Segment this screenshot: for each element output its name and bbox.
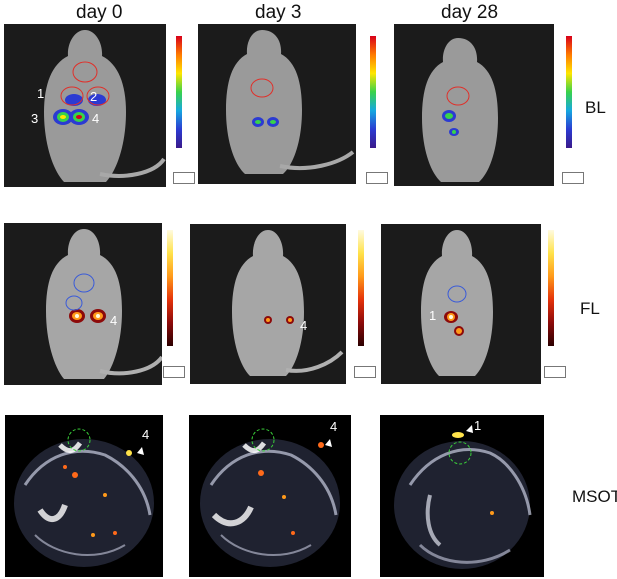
bl-day3-image — [198, 24, 356, 184]
bl-day3-colorbar — [370, 36, 376, 148]
marker-1: 1 — [474, 418, 482, 433]
msot-day0-image: 4 — [5, 415, 163, 577]
msot-day28-image: 1 — [380, 415, 544, 577]
bl-day28-image — [394, 24, 554, 186]
row-label-fl: FL — [580, 299, 600, 318]
row-label-bl: BL — [585, 98, 606, 117]
bl-day28-colorbar — [566, 36, 572, 148]
bl-day28-legend — [562, 172, 584, 184]
marker-3: 3 — [31, 111, 39, 126]
marker-4: 4 — [142, 427, 150, 442]
fl-day28-legend — [544, 366, 566, 378]
marker-4: 4 — [330, 419, 338, 434]
fl-day3-image: 4 — [190, 224, 346, 384]
fl-day3-colorbar — [358, 230, 364, 346]
column-title-day-3: day 3 — [255, 2, 302, 23]
fl-day28-colorbar — [548, 230, 554, 346]
marker-4: 4 — [300, 318, 308, 333]
marker-1: 1 — [37, 86, 45, 101]
fl-day28-image: 1 — [381, 224, 541, 384]
bl-day0-legend — [173, 172, 195, 184]
bl-day0-image: 1 2 3 4 — [4, 24, 166, 187]
fl-day0-legend — [163, 366, 185, 378]
marker-4: 4 — [110, 313, 118, 328]
msot-day3-image: 4 — [189, 415, 351, 577]
bl-day0-colorbar — [176, 36, 182, 148]
bl-day3-legend — [366, 172, 388, 184]
row-label-msot: MSOT — [572, 487, 617, 506]
fl-day3-legend — [354, 366, 376, 378]
fl-day0-colorbar — [167, 230, 173, 346]
fl-day0-image: 4 — [4, 223, 162, 385]
column-title-day-28: day 28 — [441, 2, 499, 23]
marker-2: 2 — [90, 89, 98, 104]
column-title-day-0: day 0 — [76, 2, 123, 23]
marker-4: 4 — [92, 111, 100, 126]
marker-1: 1 — [429, 308, 437, 323]
